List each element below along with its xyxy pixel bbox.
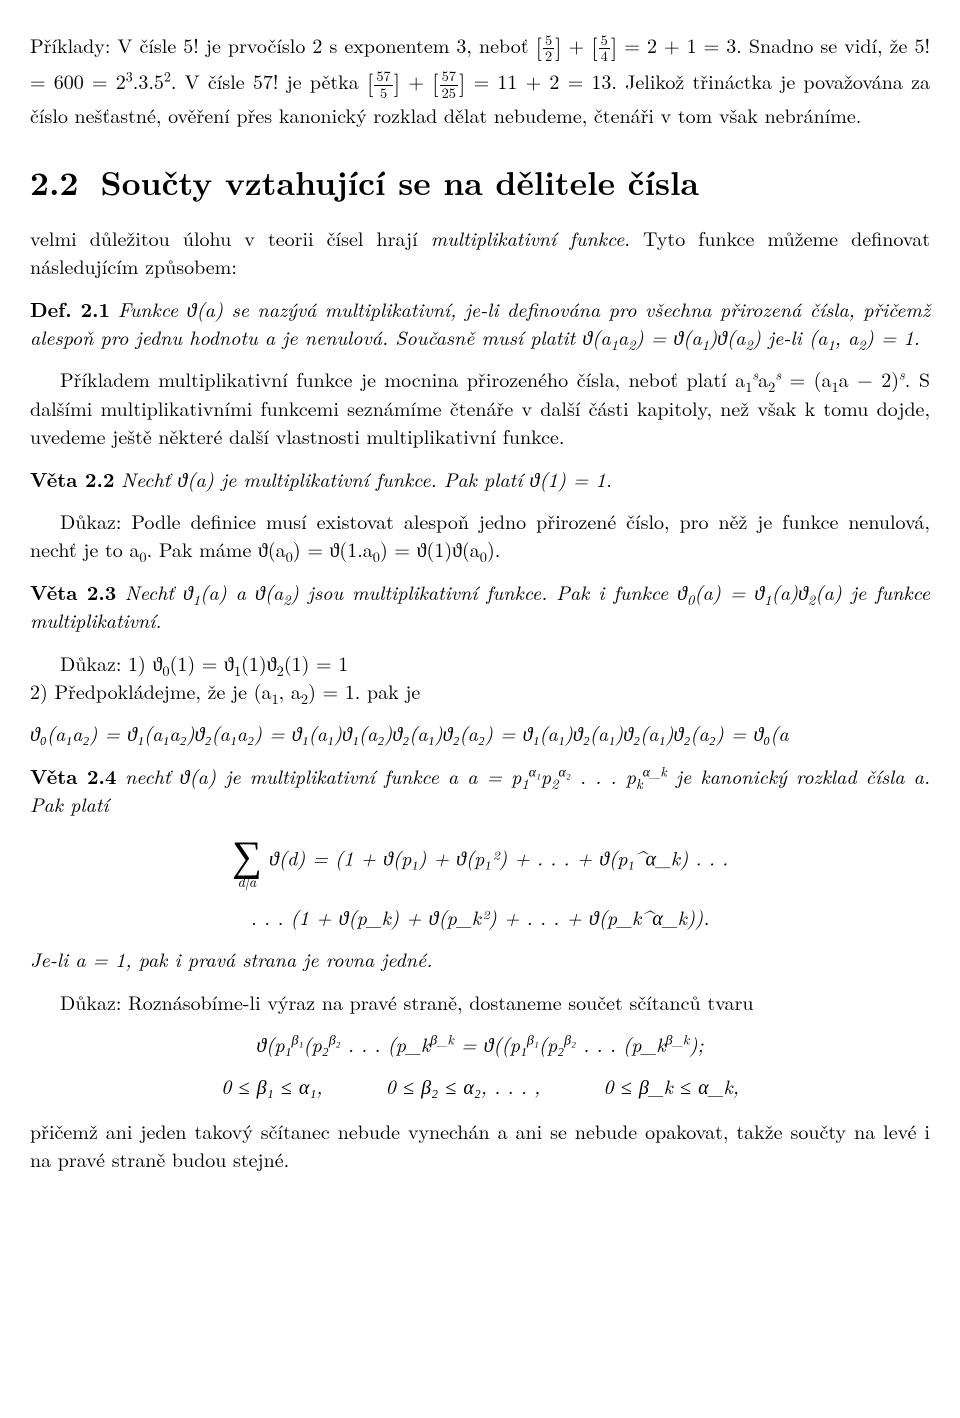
bracket: [ xyxy=(367,65,373,98)
text: ); xyxy=(689,1029,703,1058)
text: Nechť ϑ xyxy=(125,577,193,606)
theorem: Věta 2.3 Nechť ϑ1(a) a ϑ(a2) jsou multip… xyxy=(30,578,930,635)
inequality: 0 ≤ β₁ ≤ α₁, xyxy=(221,1072,322,1100)
text: , a xyxy=(279,676,301,705)
text: (a) = ϑ xyxy=(694,577,764,606)
paragraph: velmi důležitou úlohu v teorii čísel hra… xyxy=(30,224,930,281)
text: ) = ϑ(1)ϑ(a xyxy=(380,534,480,563)
inequality: 0 ≤ β₂ ≤ α₂, . . . , xyxy=(386,1072,541,1100)
bracket: ] xyxy=(459,65,465,98)
section-number: 2.2 xyxy=(30,158,78,205)
text: ) = 1. pak je xyxy=(308,676,420,705)
text: ) jsou multiplikativní funkce. Pak i fun… xyxy=(291,577,687,606)
bracket: ] xyxy=(394,65,400,98)
equation-text: ϑ(d) = (1 + ϑ(p₁) + ϑ(p₁²) + . . . + ϑ(p… xyxy=(269,842,728,871)
paragraph: Je-li a = 1, pak i pravá strana je rovna… xyxy=(30,945,930,973)
proof: Důkaz: Podle definice musí existovat ale… xyxy=(30,507,930,564)
theorem-text: Nechť ϑ(a) je multiplikativní funkce. Pa… xyxy=(121,464,612,493)
fraction: 575 xyxy=(374,69,392,100)
exp: 3 xyxy=(126,67,133,87)
text: 2) Předpokládejme, že je (a xyxy=(30,676,271,705)
theorem: Věta 2.4 nechť ϑ(a) je multiplikativní f… xyxy=(30,762,930,819)
text: Příkladem multiplikativní funkce je mocn… xyxy=(60,364,745,393)
theorem-text: Nechť ϑ1(a) a ϑ(a2) jsou multiplikativní… xyxy=(30,577,930,634)
theorem-label: Věta 2.4 xyxy=(30,761,116,790)
theorem-label: Věta 2.2 xyxy=(30,464,114,493)
text: (p₂ xyxy=(303,1029,328,1058)
text: . . . p xyxy=(571,761,636,790)
text: = ϑ((p₁ xyxy=(454,1029,527,1058)
display-equation: . . . (1 + ϑ(p_k) + ϑ(p_k²) + . . . + ϑ(… xyxy=(30,903,930,931)
long-equation: ϑ₀(a₁a₂) = ϑ₁(a₁a₂)ϑ₂(a₁a₂) = ϑ₁(a₁)ϑ₁(a… xyxy=(30,719,930,747)
text: = 11 + 2 = 13. xyxy=(474,66,617,95)
exp: 2 xyxy=(164,67,171,87)
section-title: Součty vztahující se na dělitele čísla xyxy=(100,158,699,205)
text: )ϑ(a xyxy=(709,322,745,351)
theorem: Věta 2.2 Nechť ϑ(a) je multiplikativní f… xyxy=(30,465,930,493)
text: = (a xyxy=(781,364,831,393)
text: nechť ϑ(a) je multiplikativní funkce a a… xyxy=(125,761,521,790)
text: ϑ(p₁ xyxy=(256,1029,291,1058)
page: Příklady: V čísle 5! je prvočíslo 2 s ex… xyxy=(0,0,960,1228)
section-heading: 2.2 Součty vztahující se na dělitele čísl… xyxy=(30,159,930,206)
bracket: [ xyxy=(591,29,597,62)
paragraph: Příkladem multiplikativní funkce je mocn… xyxy=(30,365,930,450)
text: Důkaz: 1) ϑ xyxy=(60,648,162,677)
text: (a) a ϑ(a xyxy=(200,577,283,606)
inequality-row: 0 ≤ β₁ ≤ α₁, 0 ≤ β₂ ≤ α₂, . . . , 0 ≤ β_… xyxy=(30,1072,930,1100)
text: velmi důležitou úlohu v teorii čísel hra… xyxy=(30,223,431,252)
paragraph: přičemž ani jeden takový sčítanec nebude… xyxy=(30,1117,930,1174)
text: a − 2) xyxy=(839,364,899,393)
text: . . . (p_k xyxy=(576,1029,666,1058)
definition-text: Funkce ϑ(a) se nazývá multiplikativní, j… xyxy=(30,294,930,351)
text: , a xyxy=(835,322,859,351)
fraction: 5725 xyxy=(440,69,458,100)
text: .3.5 xyxy=(133,66,164,95)
text: (1) = ϑ xyxy=(170,648,234,677)
text: . V čísle 57! je pětka xyxy=(171,66,367,95)
inequality: 0 ≤ β_k ≤ α_k, xyxy=(603,1072,739,1100)
paragraph-example: Příklady: V čísle 5! je prvočíslo 2 s ex… xyxy=(30,28,930,129)
bracket: [ xyxy=(432,65,438,98)
display-equation: ϑ(p₁β₁(p₂β₂ . . . (p_kβ_k = ϑ((p₁β₁(p₂β₂… xyxy=(30,1030,930,1058)
text: Příklady: V čísle 5! je prvočíslo 2 s ex… xyxy=(30,30,536,59)
definition: Def. 2.1 Funkce ϑ(a) se nazývá multiplik… xyxy=(30,295,930,352)
text: . Pak máme ϑ(a xyxy=(147,534,286,563)
definition-label: Def. 2.1 xyxy=(30,294,110,323)
text: = 2 + 1 = 3. xyxy=(624,30,742,59)
fraction: 54 xyxy=(599,33,610,64)
text: (1) = 1 xyxy=(284,648,348,677)
text: ) = 1. xyxy=(866,322,920,351)
text: ). xyxy=(487,534,500,563)
text: (a)ϑ xyxy=(772,577,808,606)
proof: Důkaz: Roznásobíme-li výraz na pravé str… xyxy=(30,988,930,1016)
bracket: [ xyxy=(536,29,542,62)
text: (p₂ xyxy=(539,1029,564,1058)
theorem-label: Věta 2.3 xyxy=(30,577,116,606)
bracket: ] xyxy=(555,29,561,62)
summation: ∑d|a xyxy=(232,833,262,889)
italic-term: multiplikativní funkce xyxy=(431,223,625,252)
fraction: 52 xyxy=(543,33,554,64)
bracket: ] xyxy=(611,29,617,62)
text: ) = ϑ(a xyxy=(636,322,702,351)
text: (1)ϑ xyxy=(241,648,276,677)
proof: Důkaz: 1) ϑ0(1) = ϑ1(1)ϑ2(1) = 1 2) Před… xyxy=(30,649,930,706)
text: ) = ϑ(1.a xyxy=(293,534,373,563)
theorem-text: nechť ϑ(a) je multiplikativní funkce a a… xyxy=(30,761,930,818)
text: . . . (p_k xyxy=(341,1029,431,1058)
text: ) je-li (a xyxy=(753,322,828,351)
display-equation: ∑d|a ϑ(d) = (1 + ϑ(p₁) + ϑ(p₁²) + . . . … xyxy=(30,833,930,889)
